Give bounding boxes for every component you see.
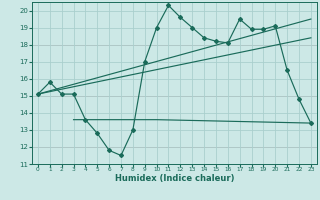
X-axis label: Humidex (Indice chaleur): Humidex (Indice chaleur) xyxy=(115,174,234,183)
